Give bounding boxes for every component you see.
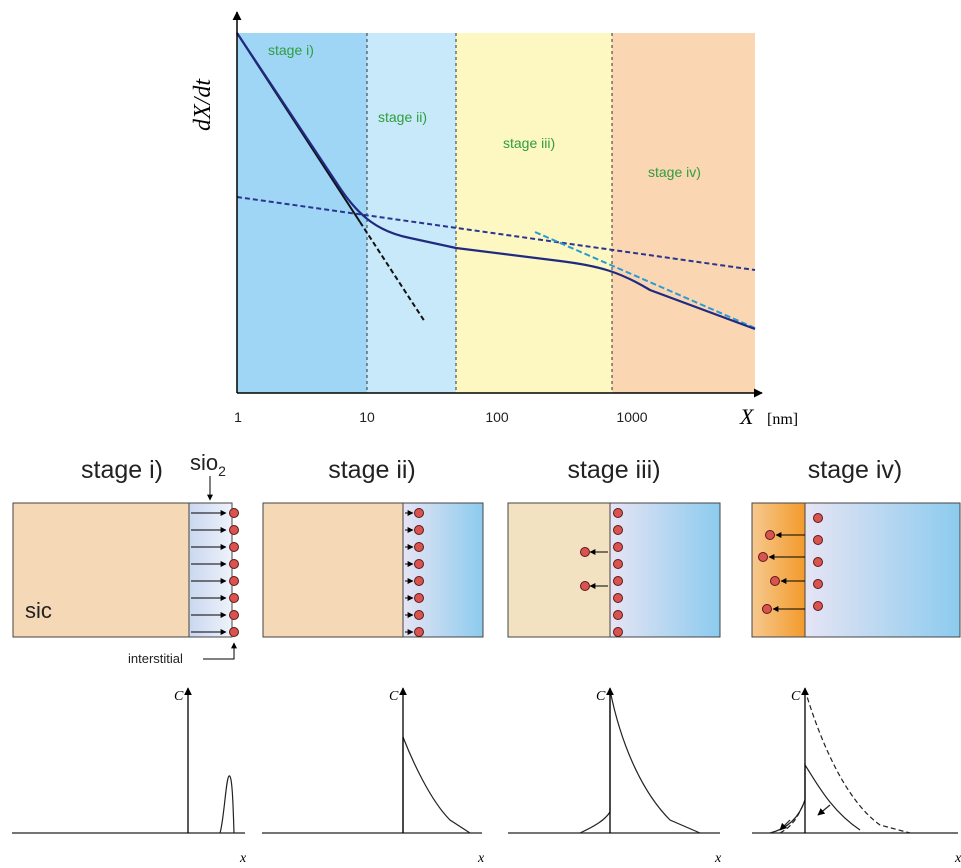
rate-curve [236, 32, 756, 331]
region-label: stage ii) [378, 109, 427, 125]
interstitial [229, 508, 239, 518]
interstitial [414, 610, 424, 620]
interstitial [813, 557, 823, 567]
x-tick-label: 1000 [616, 409, 647, 425]
y-label: dX/dt [190, 78, 216, 131]
oxide-text: sio [190, 450, 218, 475]
x-tick-label: 100 [485, 409, 509, 425]
interstitial [613, 576, 623, 586]
region-label: stage i) [268, 42, 314, 58]
profile [579, 689, 701, 834]
pointer [779, 819, 791, 831]
interstitial [613, 610, 623, 620]
c-label: C [174, 689, 184, 704]
pointer [203, 642, 237, 660]
profile-dashed [779, 689, 911, 834]
interstitial [580, 547, 590, 557]
interstitial [813, 579, 823, 589]
x-label: x [239, 851, 247, 866]
interstitial [414, 576, 424, 586]
region [612, 33, 755, 393]
interstitial [758, 552, 768, 562]
interstitial [613, 593, 623, 603]
interstitial [762, 604, 772, 614]
interstitial [613, 525, 623, 535]
interstitial [813, 535, 823, 545]
panel-title: stage ii) [328, 456, 416, 484]
asymptote [359, 221, 426, 323]
region [367, 33, 456, 393]
substrate [262, 502, 404, 638]
interstitial [414, 559, 424, 569]
interstitial [813, 601, 823, 611]
profile [769, 763, 861, 834]
interstitial [770, 576, 780, 586]
interstitial [229, 559, 239, 569]
interstitial [229, 610, 239, 620]
profile [219, 775, 235, 834]
x-unit: [nm] [767, 411, 798, 428]
interstitial [613, 542, 623, 552]
region-label: stage iii) [503, 135, 555, 151]
interstitial [613, 627, 623, 637]
region [237, 33, 367, 393]
x-label: x [714, 851, 722, 866]
profile [402, 736, 471, 834]
region-label: stage iv) [648, 164, 701, 180]
asymptote [236, 196, 756, 271]
interstitial [765, 530, 775, 540]
oxide-sub: 2 [218, 463, 226, 479]
x-label: X [739, 404, 755, 429]
interstitial [414, 542, 424, 552]
interstitial [613, 559, 623, 569]
pointer [817, 804, 831, 816]
substrate [507, 502, 611, 638]
x-tick-label: 1 [234, 409, 242, 425]
interstitial [813, 513, 823, 523]
c-label: C [596, 689, 606, 704]
panel-title: stage iv) [808, 456, 902, 484]
substrate [12, 502, 190, 638]
oxide [804, 502, 961, 638]
c-label: C [791, 689, 801, 704]
interstitial [414, 593, 424, 603]
x-label: x [477, 851, 485, 866]
oxide [609, 502, 721, 638]
interstitial [229, 525, 239, 535]
oxide-label: sio2 [190, 450, 226, 479]
interstitial [613, 508, 623, 518]
substrate [751, 502, 806, 638]
interstitial [414, 525, 424, 535]
panel-title: stage i) [81, 456, 163, 484]
c-label: C [389, 689, 399, 704]
interstitial [414, 627, 424, 637]
oxide [188, 502, 233, 638]
interstitial [229, 593, 239, 603]
interstitial-label: interstitial [128, 651, 183, 666]
region [456, 33, 612, 393]
interstitial [229, 627, 239, 637]
x-tick-label: 10 [359, 409, 375, 425]
interstitial [229, 576, 239, 586]
x-label: x [954, 851, 961, 866]
asymptote [534, 231, 756, 329]
interstitial [229, 542, 239, 552]
panel-title: stage iii) [567, 456, 660, 484]
interstitial [414, 508, 424, 518]
interstitial [580, 581, 590, 591]
substrate-label: sic [25, 598, 52, 623]
